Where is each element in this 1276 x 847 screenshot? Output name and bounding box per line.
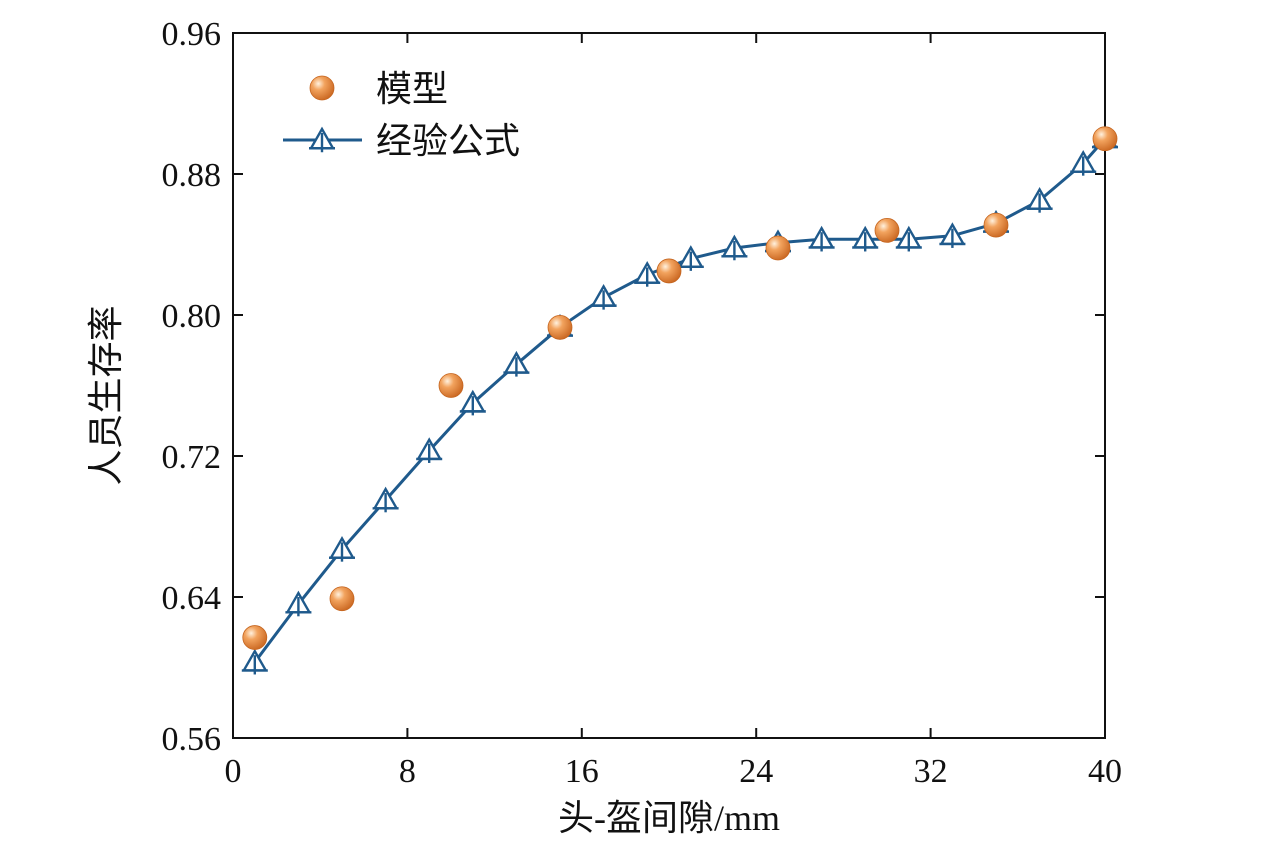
- y-tick-label: 0.96: [162, 16, 222, 53]
- model-point: [874, 217, 900, 243]
- plot-frame: [232, 32, 1106, 739]
- formula-point: [852, 225, 879, 252]
- model-point: [656, 258, 682, 284]
- formula-point: [503, 350, 530, 377]
- formula-point: [459, 389, 486, 416]
- formula-point: [634, 261, 661, 287]
- scatter-series-layer: [242, 126, 1118, 650]
- formula-series-line: [253, 137, 1107, 664]
- x-tick-label: 8: [399, 753, 416, 790]
- legend-triangle: [308, 126, 336, 153]
- y-tick-label: 0.64: [162, 580, 222, 617]
- line-series-layer: [241, 125, 1119, 675]
- formula-point: [241, 648, 268, 675]
- formula-point: [1026, 187, 1053, 213]
- y-tick-label: 0.56: [162, 721, 222, 758]
- legend-marker-formula: [283, 126, 362, 153]
- x-tick-label: 0: [225, 753, 242, 790]
- formula-point: [372, 486, 399, 513]
- formula-point: [416, 437, 443, 463]
- legend-label-model: 模型: [376, 69, 448, 109]
- legend-label-formula: 经验公式: [376, 121, 520, 161]
- model-point: [547, 314, 573, 340]
- legend: 模型 经验公式: [283, 69, 520, 161]
- formula-point: [590, 283, 617, 310]
- legend-sphere: [309, 75, 335, 101]
- formula-point: [939, 222, 966, 248]
- y-tick-label: 0.80: [162, 298, 222, 335]
- legend-marker-model: [309, 75, 335, 101]
- x-tick-label: 40: [1088, 753, 1122, 790]
- axis-ticks: [232, 32, 1106, 739]
- formula-point: [895, 225, 922, 252]
- formula-point: [721, 234, 748, 261]
- model-point: [983, 212, 1009, 238]
- x-tick-label: 32: [914, 753, 948, 790]
- y-tick-label: 0.72: [162, 439, 222, 476]
- y-tick-label: 0.88: [162, 157, 222, 194]
- x-tick-label: 24: [739, 753, 773, 790]
- formula-point: [1070, 150, 1097, 176]
- model-point: [242, 625, 268, 650]
- model-point: [329, 586, 355, 612]
- y-axis-title: 人员生存率: [86, 305, 126, 485]
- x-tick-label: 16: [565, 753, 599, 790]
- x-axis-title: 头-盔间隙/mm: [558, 798, 780, 838]
- formula-point: [808, 225, 835, 252]
- model-point: [1092, 126, 1118, 152]
- formula-point: [285, 590, 312, 617]
- model-point: [765, 235, 791, 261]
- model-point: [438, 373, 464, 398]
- axis-tick-labels: 0 8 16 24 32 40 0.56 0.64 0.72 0.80 0.88 0.96: [162, 16, 1123, 790]
- formula-point: [677, 245, 704, 271]
- formula-point: [328, 535, 356, 562]
